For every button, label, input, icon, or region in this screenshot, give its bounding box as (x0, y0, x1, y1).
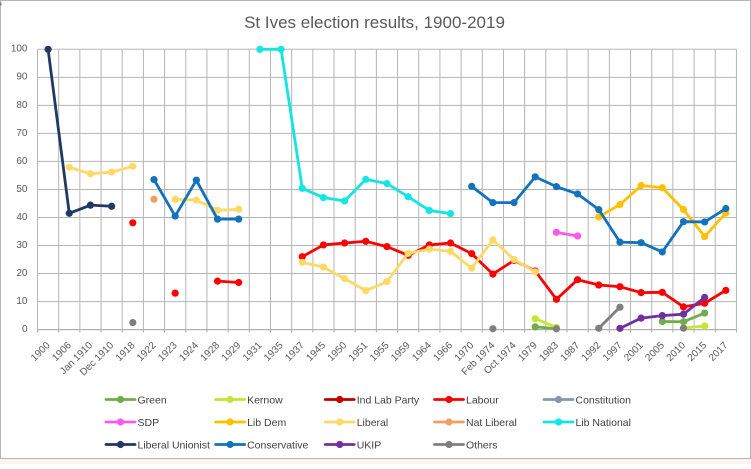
svg-text:40: 40 (16, 212, 28, 223)
svg-text:20: 20 (16, 268, 28, 279)
svg-text:100: 100 (11, 44, 28, 55)
svg-text:60: 60 (16, 156, 28, 167)
svg-text:Kernow: Kernow (247, 394, 283, 406)
svg-text:SDP: SDP (138, 417, 160, 429)
svg-text:Ind Lab Party: Ind Lab Party (357, 394, 420, 406)
svg-text:10: 10 (16, 296, 28, 307)
svg-text:Lib Dem: Lib Dem (247, 417, 286, 429)
svg-text:Green: Green (138, 394, 167, 406)
svg-text:50: 50 (16, 184, 28, 195)
svg-text:Liberal Unionist: Liberal Unionist (138, 439, 210, 451)
svg-text:30: 30 (16, 240, 28, 251)
svg-text:Others: Others (466, 439, 498, 451)
svg-text:UKIP: UKIP (357, 439, 382, 451)
svg-text:Labour: Labour (466, 394, 499, 406)
svg-text:0: 0 (22, 324, 28, 335)
svg-text:St Ives election results, 1900: St Ives election results, 1900-2019 (244, 13, 505, 32)
svg-text:Liberal: Liberal (357, 417, 389, 429)
svg-text:80: 80 (16, 100, 28, 111)
svg-text:Constitution: Constitution (576, 394, 632, 406)
svg-text:Conservative: Conservative (247, 439, 308, 451)
svg-text:70: 70 (16, 128, 28, 139)
svg-text:Lib National: Lib National (576, 417, 631, 429)
svg-text:90: 90 (16, 72, 28, 83)
svg-text:Nat Liberal: Nat Liberal (466, 417, 517, 429)
